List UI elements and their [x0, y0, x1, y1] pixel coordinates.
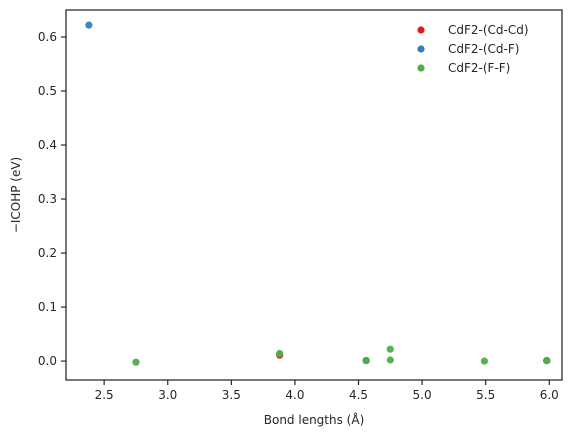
- x-tick-label: 4.0: [285, 388, 304, 402]
- data-point-2: [85, 21, 93, 29]
- y-tick-label: 0.3: [38, 192, 57, 206]
- x-tick-label: 3.0: [158, 388, 177, 402]
- data-point-3: [386, 356, 394, 364]
- x-axis-ticks: 2.5 3.0 3.5 4.0 4.5 5.0 5.5 6.0: [95, 380, 559, 402]
- y-tick-label: 0.4: [38, 138, 57, 152]
- x-tick-label: 6.0: [540, 388, 559, 402]
- plot-area: [66, 10, 562, 380]
- data-point-3: [386, 345, 394, 353]
- legend-marker: [417, 64, 425, 72]
- x-tick-label: 5.5: [476, 388, 495, 402]
- y-axis-ticks: 0.0 0.1 0.2 0.3 0.4 0.5 0.6: [38, 30, 66, 368]
- y-axis-label: −ICOHP (eV): [9, 157, 23, 233]
- x-tick-label: 5.0: [413, 388, 432, 402]
- y-tick-label: 0.0: [38, 354, 57, 368]
- y-tick-label: 0.5: [38, 84, 57, 98]
- data-point-3: [276, 349, 284, 358]
- x-tick-label: 4.5: [349, 388, 368, 402]
- legend-marker: [417, 45, 425, 53]
- legend-label: CdF2-(Cd-F): [448, 42, 519, 56]
- data-point-3: [543, 356, 551, 365]
- legend-marker: [417, 26, 425, 34]
- data-point-3: [480, 357, 489, 365]
- y-tick-label: 0.1: [38, 300, 57, 314]
- data-point-3: [132, 358, 140, 366]
- data-point-3: [362, 356, 370, 365]
- plot-frame: [65, 9, 563, 381]
- y-tick-label: 0.6: [38, 30, 57, 44]
- x-axis-label: Bond lengths (Å): [264, 412, 365, 427]
- y-tick-label: 0.2: [38, 246, 57, 260]
- data-points: [85, 21, 551, 366]
- legend-label: CdF2-(F-F): [448, 61, 510, 75]
- x-tick-label: 3.5: [222, 388, 241, 402]
- x-tick-label: 2.5: [95, 388, 114, 402]
- legend: CdF2-(Cd-Cd) CdF2-(Cd-F) CdF2-(F-F): [417, 23, 529, 75]
- legend-label: CdF2-(Cd-Cd): [448, 23, 529, 37]
